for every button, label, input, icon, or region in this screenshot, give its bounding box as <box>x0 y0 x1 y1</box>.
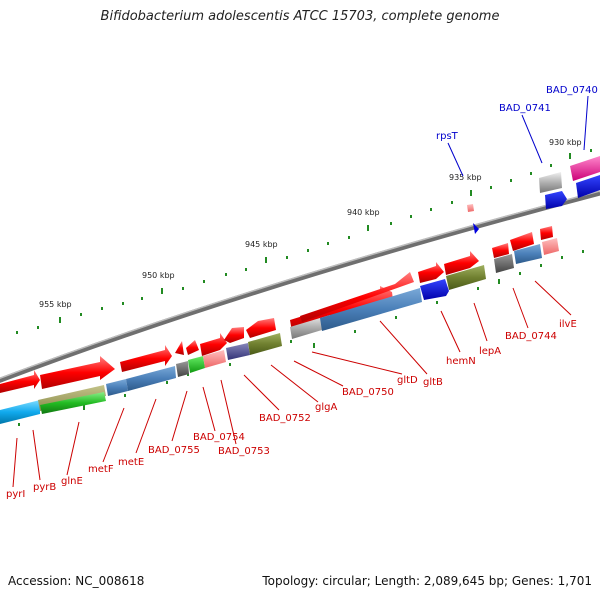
gene-label-ilvE[interactable]: ilvE <box>559 319 577 330</box>
map-title: Bifidobacterium adolescentis ATCC 15703,… <box>100 9 500 24</box>
gene-label-BAD_0740[interactable]: BAD_0740 <box>546 85 598 96</box>
topology-text: Topology: circular; Length: 2,089,645 bp… <box>262 574 592 588</box>
gene-label-hemN[interactable]: hemN <box>446 356 476 367</box>
genome-backbone <box>0 190 600 383</box>
leader-lines <box>12 280 572 488</box>
accession-text: Accession: NC_008618 <box>8 574 145 588</box>
gene-label-gltB[interactable]: gltB <box>423 377 443 388</box>
tick-labels: 930 kbp 935 kbp 940 kbp 945 kbp 950 kbp … <box>39 138 582 309</box>
gene-label-BAD_0754[interactable]: BAD_0754 <box>193 432 245 443</box>
gene-label-BAD_0752[interactable]: BAD_0752 <box>259 413 311 424</box>
tick-label-945: 945 kbp <box>245 240 278 249</box>
gene-label-gltD[interactable]: gltD <box>397 375 418 386</box>
tick-label-955: 955 kbp <box>39 300 72 309</box>
gene-label-metF[interactable]: metF <box>88 464 114 475</box>
gene-label-pyrB[interactable]: pyrB <box>33 482 56 493</box>
tick-arc <box>16 149 592 334</box>
gene-blue-right <box>576 175 600 198</box>
gene-small-blue-arrow <box>473 223 479 234</box>
gene-label-glgA[interactable]: glgA <box>315 402 337 413</box>
tick-label-950: 950 kbp <box>142 271 175 280</box>
gene-label-BAD_0755[interactable]: BAD_0755 <box>148 445 200 456</box>
tick-label-940: 940 kbp <box>347 208 380 217</box>
gene-label-BAD_0744[interactable]: BAD_0744 <box>505 331 557 342</box>
gene-rpsT-arrow <box>467 204 474 212</box>
gene-label-lepA[interactable]: lepA <box>479 346 501 357</box>
gene-label-BAD_0741[interactable]: BAD_0741 <box>499 103 551 114</box>
gene-label-glnE[interactable]: glnE <box>61 476 83 487</box>
genome-backbone-highlight <box>0 190 600 380</box>
gene-label-BAD_0750[interactable]: BAD_0750 <box>342 387 394 398</box>
gene-arrows-lower <box>0 238 559 424</box>
gene-label-pyrI[interactable]: pyrI <box>6 489 25 500</box>
gene-gray-small <box>539 172 562 193</box>
tick-label-930: 930 kbp <box>549 138 582 147</box>
gene-arrows-forward <box>0 226 553 393</box>
gene-magenta <box>570 156 600 181</box>
gene-label-metE[interactable]: metE <box>118 457 144 468</box>
upper-genes <box>467 156 600 234</box>
gene-blue-small <box>545 191 567 209</box>
gene-label-rpsT[interactable]: rpsT <box>436 131 459 142</box>
gene-label-BAD_0753[interactable]: BAD_0753 <box>218 446 270 457</box>
tick-label-935: 935 kbp <box>449 173 482 182</box>
leader-lines-blue <box>447 95 589 177</box>
